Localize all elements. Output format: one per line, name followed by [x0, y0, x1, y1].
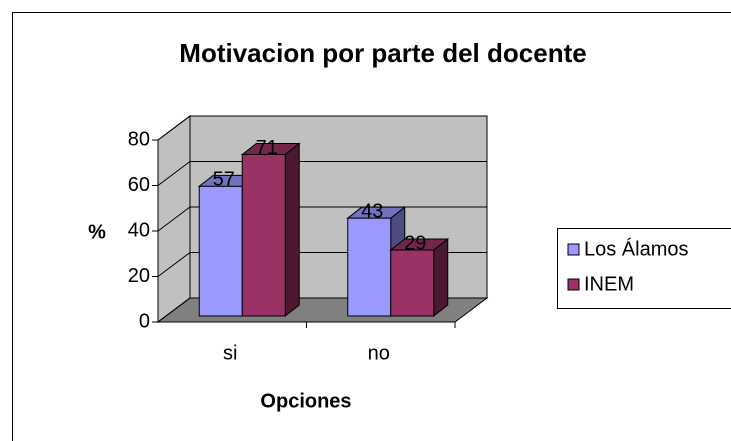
- bar-side: [284, 142, 300, 318]
- x-tick-label: no: [368, 342, 390, 364]
- data-label: 43: [361, 200, 383, 222]
- data-label: 29: [404, 232, 426, 254]
- legend-swatch: [567, 278, 580, 291]
- data-label: 57: [213, 169, 235, 191]
- y-tick-label: 0: [139, 310, 150, 332]
- legend-swatch: [567, 243, 580, 256]
- bar: [390, 249, 435, 317]
- x-axis-title: Opciones: [260, 390, 351, 412]
- y-tick-label: 40: [128, 219, 150, 241]
- grid-line: [157, 161, 487, 186]
- grid-line: [157, 115, 487, 141]
- bar-side: [433, 237, 449, 318]
- y-tick-label: 80: [128, 128, 150, 150]
- x-tick-label: si: [223, 342, 237, 364]
- y-tick-label: 60: [128, 174, 150, 196]
- y-axis-title: %: [88, 221, 106, 243]
- data-label: 71: [256, 137, 278, 159]
- bar: [347, 217, 392, 317]
- legend-label: Los Álamos: [584, 237, 689, 260]
- y-tick-label: 20: [128, 265, 150, 287]
- bar: [241, 153, 286, 317]
- legend-label: INEM: [584, 273, 634, 295]
- legend-box: [557, 228, 731, 309]
- bar: [198, 185, 243, 317]
- chart-title: Motivacion por parte del docente: [179, 38, 586, 68]
